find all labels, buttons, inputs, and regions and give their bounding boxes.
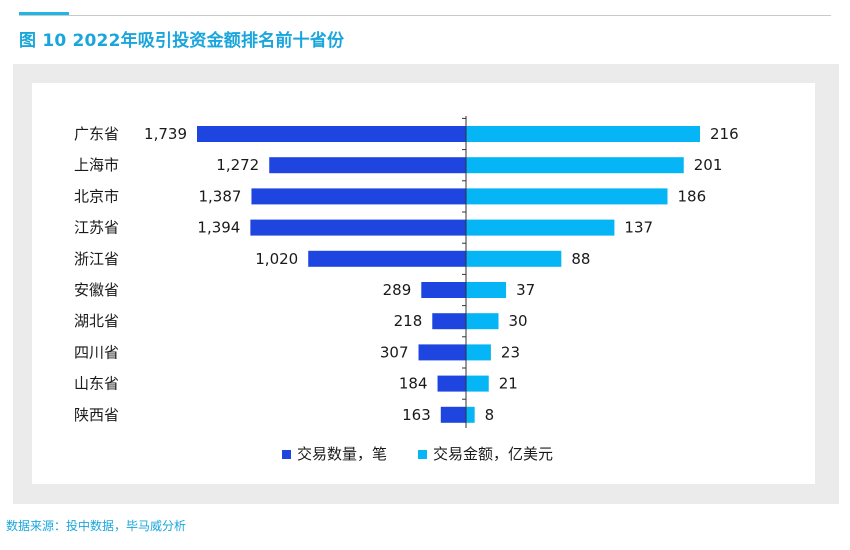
data-label-amount: 37 xyxy=(516,281,535,299)
data-label-deals: 1,272 xyxy=(216,156,259,174)
category-label: 北京市 xyxy=(74,187,119,205)
data-label-deals: 218 xyxy=(394,312,423,330)
category-label: 广东省 xyxy=(74,125,119,143)
bar-amount xyxy=(466,375,489,392)
data-label-deals: 1,739 xyxy=(144,125,187,143)
category-label: 湖北省 xyxy=(74,312,119,330)
bar-amount xyxy=(466,406,475,423)
data-label-deals: 184 xyxy=(399,375,428,393)
data-label-amount: 30 xyxy=(509,312,528,330)
data-label-deals: 289 xyxy=(383,281,412,299)
bar-deals xyxy=(250,219,466,236)
category-label: 陕西省 xyxy=(74,406,119,424)
bar-deals xyxy=(418,344,466,361)
butterfly-bar-chart: 广东省 1,739 216 上海市 1,272 201 北京市 1,387 186 江苏省 1,39… xyxy=(74,116,739,463)
bar-amount xyxy=(466,219,615,236)
data-label-deals: 307 xyxy=(380,343,409,361)
data-label-amount: 186 xyxy=(678,187,707,205)
data-label-amount: 88 xyxy=(571,250,590,268)
bar-amount xyxy=(466,313,499,330)
data-label-amount: 8 xyxy=(485,406,495,424)
figure-title: 图 10 2022年吸引投资金额排名前十省份 xyxy=(19,31,345,51)
bar-amount xyxy=(466,250,562,267)
data-label-amount: 216 xyxy=(710,125,739,143)
data-label-amount: 23 xyxy=(501,343,520,361)
bar-amount xyxy=(466,282,507,298)
category-label: 江苏省 xyxy=(74,219,119,237)
category-label: 安徽省 xyxy=(74,281,119,299)
bar-deals xyxy=(432,313,466,330)
bar-deals xyxy=(197,126,466,142)
legend-label-deals: 交易数量，笔 xyxy=(297,445,387,463)
bar-deals xyxy=(440,406,466,423)
data-label-deals: 1,394 xyxy=(197,219,240,237)
category-label: 上海市 xyxy=(74,156,119,174)
bar-amount xyxy=(466,344,491,361)
data-label-deals: 1,387 xyxy=(198,187,241,205)
bar-amount xyxy=(466,188,668,205)
data-label-amount: 201 xyxy=(694,156,723,174)
legend-swatch-amount xyxy=(418,450,427,459)
chart-card: 广东省 1,739 216 上海市 1,272 201 北京市 1,387 186 江苏省 1,39… xyxy=(32,83,815,484)
legend-swatch-deals xyxy=(282,450,291,459)
bar-amount xyxy=(466,157,684,174)
legend-label-amount: 交易金额，亿美元 xyxy=(433,445,553,463)
data-label-amount: 21 xyxy=(499,375,518,393)
category-label: 浙江省 xyxy=(74,250,119,268)
source-note: 数据来源：投中数据，毕马威分析 xyxy=(6,519,187,533)
header-rule xyxy=(19,15,831,16)
bar-deals xyxy=(251,188,466,205)
category-label: 山东省 xyxy=(74,375,119,393)
data-label-amount: 137 xyxy=(624,219,653,237)
data-label-deals: 1,020 xyxy=(255,250,298,268)
data-label-deals: 163 xyxy=(402,406,431,424)
bar-deals xyxy=(437,375,466,392)
bar-deals xyxy=(269,157,466,174)
bar-amount xyxy=(466,126,700,142)
bar-deals xyxy=(308,250,466,267)
bar-deals xyxy=(421,282,466,298)
title-accent-bar xyxy=(19,12,69,16)
category-label: 四川省 xyxy=(74,343,119,361)
